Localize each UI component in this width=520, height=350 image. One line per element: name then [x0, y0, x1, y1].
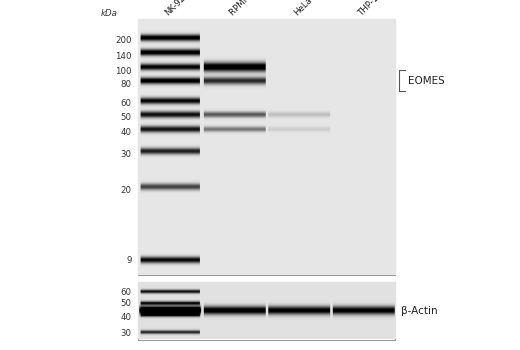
Text: 200: 200	[115, 36, 132, 46]
Bar	[138, 19, 395, 275]
Text: 40: 40	[121, 128, 132, 138]
Bar	[138, 282, 395, 340]
Text: 9: 9	[126, 256, 132, 265]
Text: 60: 60	[121, 288, 132, 297]
Text: 30: 30	[121, 150, 132, 159]
Text: 80: 80	[121, 80, 132, 89]
Text: 20: 20	[121, 186, 132, 195]
Text: 40: 40	[121, 313, 132, 322]
Text: 50: 50	[121, 299, 132, 308]
Text: β-Actin: β-Actin	[401, 306, 438, 316]
Text: RPMI 8226: RPMI 8226	[228, 0, 267, 18]
Text: HeLa: HeLa	[292, 0, 314, 18]
Text: THP-1: THP-1	[357, 0, 381, 18]
Text: EOMES: EOMES	[408, 76, 445, 85]
Text: 140: 140	[115, 52, 132, 61]
Text: 50: 50	[121, 113, 132, 122]
Text: 100: 100	[115, 67, 132, 76]
Text: kDa: kDa	[101, 8, 118, 18]
Text: NK-92: NK-92	[164, 0, 188, 18]
Text: 60: 60	[121, 99, 132, 108]
Text: 30: 30	[121, 329, 132, 338]
